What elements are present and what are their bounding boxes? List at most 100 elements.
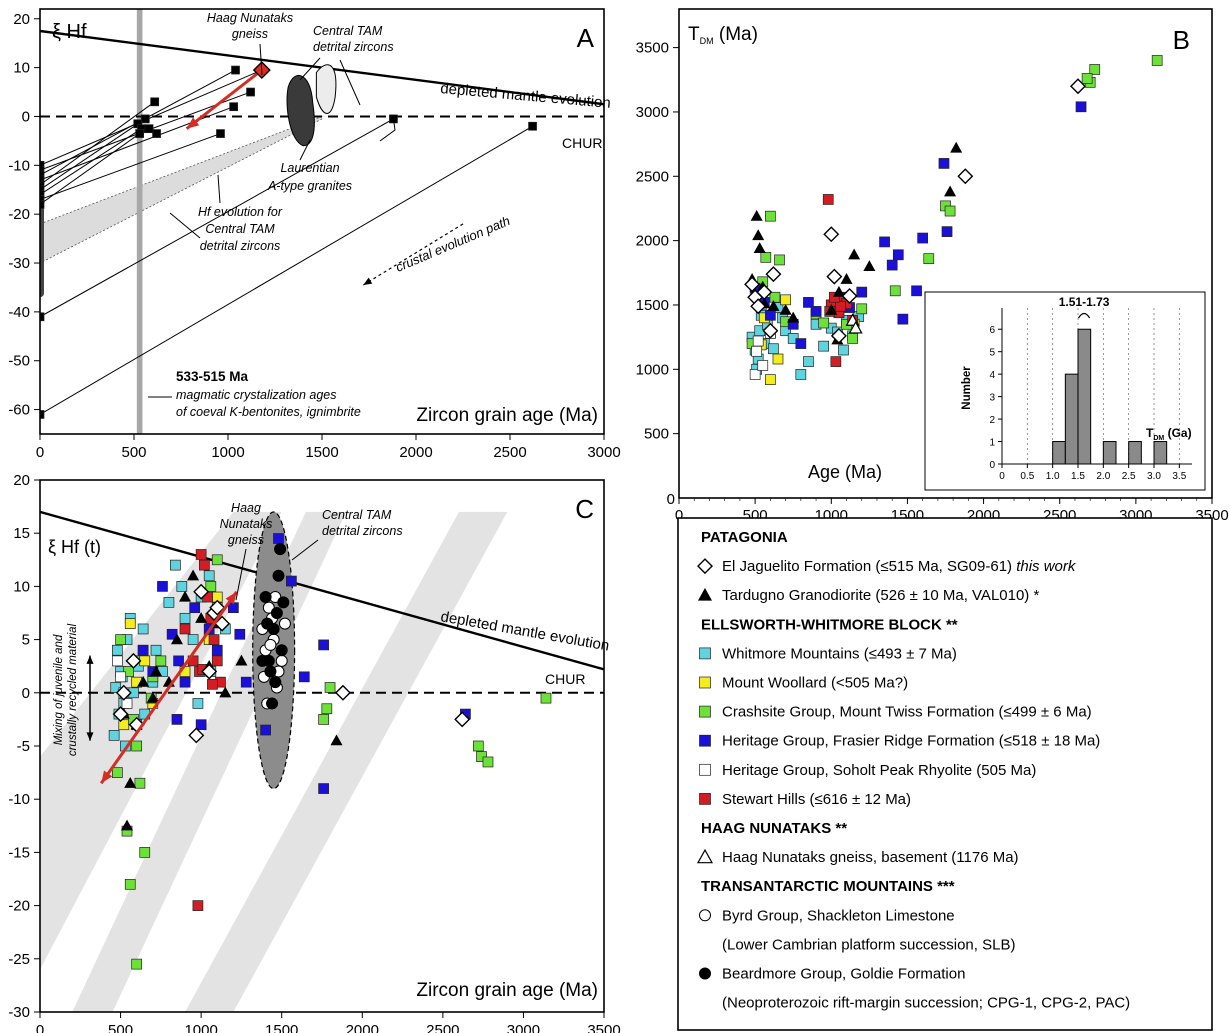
legend-entry: Whitmore Mountains (≤493 ± 7 Ma) xyxy=(722,645,957,662)
data-point-green xyxy=(131,958,143,970)
data-point-haag xyxy=(848,320,863,334)
hf-data-point xyxy=(150,97,160,107)
hf-data-point xyxy=(231,65,240,75)
histogram-bar xyxy=(1153,441,1168,465)
data-point-cyan xyxy=(179,612,191,624)
data-point-yellow xyxy=(780,294,791,306)
data-point-white xyxy=(752,335,764,347)
y-axis-label: ξ Hf xyxy=(52,21,87,43)
legend-text: Heritage Group, Soholt Peak Rhyolite (50… xyxy=(722,762,1036,779)
data-point-beardmore xyxy=(274,543,287,556)
y-tick-label: 15 xyxy=(13,525,30,542)
legend-entry: Byrd Group, Shackleton Limestone xyxy=(722,907,955,924)
x-tick-label: 1000 xyxy=(184,1022,217,1033)
hf-evolution-label: Hf evolution for xyxy=(198,205,283,219)
data-point-tardugno xyxy=(840,273,853,284)
legend-heading: ELLSWORTH-WHITMORE BLOCK ** xyxy=(701,616,958,633)
data-point-beardmore xyxy=(272,569,285,582)
data-point-cyan xyxy=(818,340,830,352)
data-point-jaguelito xyxy=(454,711,471,728)
y-tick-label: 1500 xyxy=(636,297,669,314)
inset-y-tick-label: 2 xyxy=(989,415,995,426)
mixing-arrow-head xyxy=(86,732,94,741)
panel-c: 0 500 1000 1500 2000 2500 3000 3500 20 15 10 5 0 -5 -1… xyxy=(8,472,620,1033)
legend-text: (Neoproterozoic rift-margin succession; … xyxy=(722,995,1130,1012)
legend-text: El Jaguelito Formation (≤515 Ma, SG09-61… xyxy=(722,558,1016,575)
hf-evolution-band xyxy=(40,115,323,264)
data-point-jaguelito xyxy=(826,268,843,285)
data-point-blue xyxy=(938,158,950,169)
data-point-yellow xyxy=(772,353,784,365)
y-tick-label: 2500 xyxy=(636,168,669,185)
legend-symbol-filled-circle xyxy=(699,967,711,980)
x-axis-label: Zircon grain age (Ma) xyxy=(416,980,598,1001)
data-point-blue xyxy=(234,628,246,640)
data-point-jaguelito xyxy=(830,327,847,344)
y-tick-label: 3000 xyxy=(636,104,669,121)
haag-label: Haag xyxy=(231,501,261,515)
legend-text: Haag Nunataks gneiss, basement (1176 Ma) xyxy=(722,849,1019,866)
hf-data-point xyxy=(140,114,150,124)
data-point-blue xyxy=(273,533,284,544)
legend-entry: Heritage Group, Soholt Peak Rhyolite (50… xyxy=(722,762,1036,779)
y-tick-label: 20 xyxy=(13,472,30,489)
initial-hf-point xyxy=(40,180,45,190)
y-tick-label: 10 xyxy=(13,60,30,77)
x-axis-label: Zircon grain age (Ma) xyxy=(416,405,598,426)
data-point-tardugno xyxy=(767,300,780,311)
data-point-blue xyxy=(260,724,271,736)
data-point-cyan xyxy=(203,570,215,582)
data-point-green xyxy=(1081,73,1093,84)
data-point-tardugno xyxy=(150,665,163,677)
data-point-jaguelito xyxy=(765,266,782,283)
tam-label: detrital zircons xyxy=(313,40,394,54)
legend-entry: Stewart Hills (≤616 ± 12 Ma) xyxy=(722,791,911,808)
x-tick-label: 500 xyxy=(121,444,146,461)
inset-y-tick-label: 4 xyxy=(989,370,995,381)
data-point-jaguelito xyxy=(957,168,974,185)
chur-label: CHUR xyxy=(545,671,585,687)
data-point-white xyxy=(111,655,123,667)
histogram-bar xyxy=(1064,373,1079,465)
x-tick-label: 2000 xyxy=(346,1022,379,1033)
data-point-green xyxy=(324,682,336,693)
x-tick-label: 3000 xyxy=(507,1022,540,1033)
leader-line xyxy=(259,43,263,76)
legend-text: (Lower Cambrian platform succession, SLB… xyxy=(722,936,1015,953)
legend-symbol-square xyxy=(699,763,711,776)
evolution-line xyxy=(40,133,221,200)
data-point-blue xyxy=(228,602,239,614)
x-axis-label: Age (Ma) xyxy=(808,462,882,482)
haag-label: gneiss xyxy=(232,27,268,41)
leader-line xyxy=(299,139,311,161)
data-point-blue xyxy=(211,644,223,656)
data-point-cyan xyxy=(137,623,149,635)
x-tick-label: 0 xyxy=(675,507,683,524)
data-point-tardugno xyxy=(179,590,192,602)
hf-data-point xyxy=(528,121,537,131)
initial-hf-point xyxy=(40,160,45,170)
data-point-tardugno xyxy=(753,242,766,253)
x-tick-label: 1000 xyxy=(211,444,244,461)
leader-line xyxy=(169,212,201,239)
leader-line xyxy=(235,548,247,601)
data-point-jaguelito xyxy=(744,276,761,293)
central-tam-outline xyxy=(315,64,337,114)
data-point-red xyxy=(195,549,207,560)
data-point-blue xyxy=(897,313,909,325)
laurentian-granites-blob xyxy=(286,75,315,147)
inset-y-tick-label: 6 xyxy=(989,325,995,336)
y-tick-label: -20 xyxy=(8,898,30,915)
data-point-blue xyxy=(137,644,149,656)
data-point-green xyxy=(139,847,151,858)
y-tick-label: -25 xyxy=(8,951,30,968)
histogram-bar xyxy=(1077,328,1092,465)
data-point-tardugno xyxy=(219,686,232,698)
y-tick-label: 1000 xyxy=(636,361,669,378)
data-point-green xyxy=(115,634,126,645)
initial-hf-point xyxy=(40,200,45,209)
inset-y-tick-label: 3 xyxy=(989,393,995,404)
legend-text: HAAG NUNATAKS ** xyxy=(701,820,847,837)
crustal-evolution-arrow xyxy=(363,223,464,286)
inset-x-tick-label: 2.5 xyxy=(1122,471,1136,482)
